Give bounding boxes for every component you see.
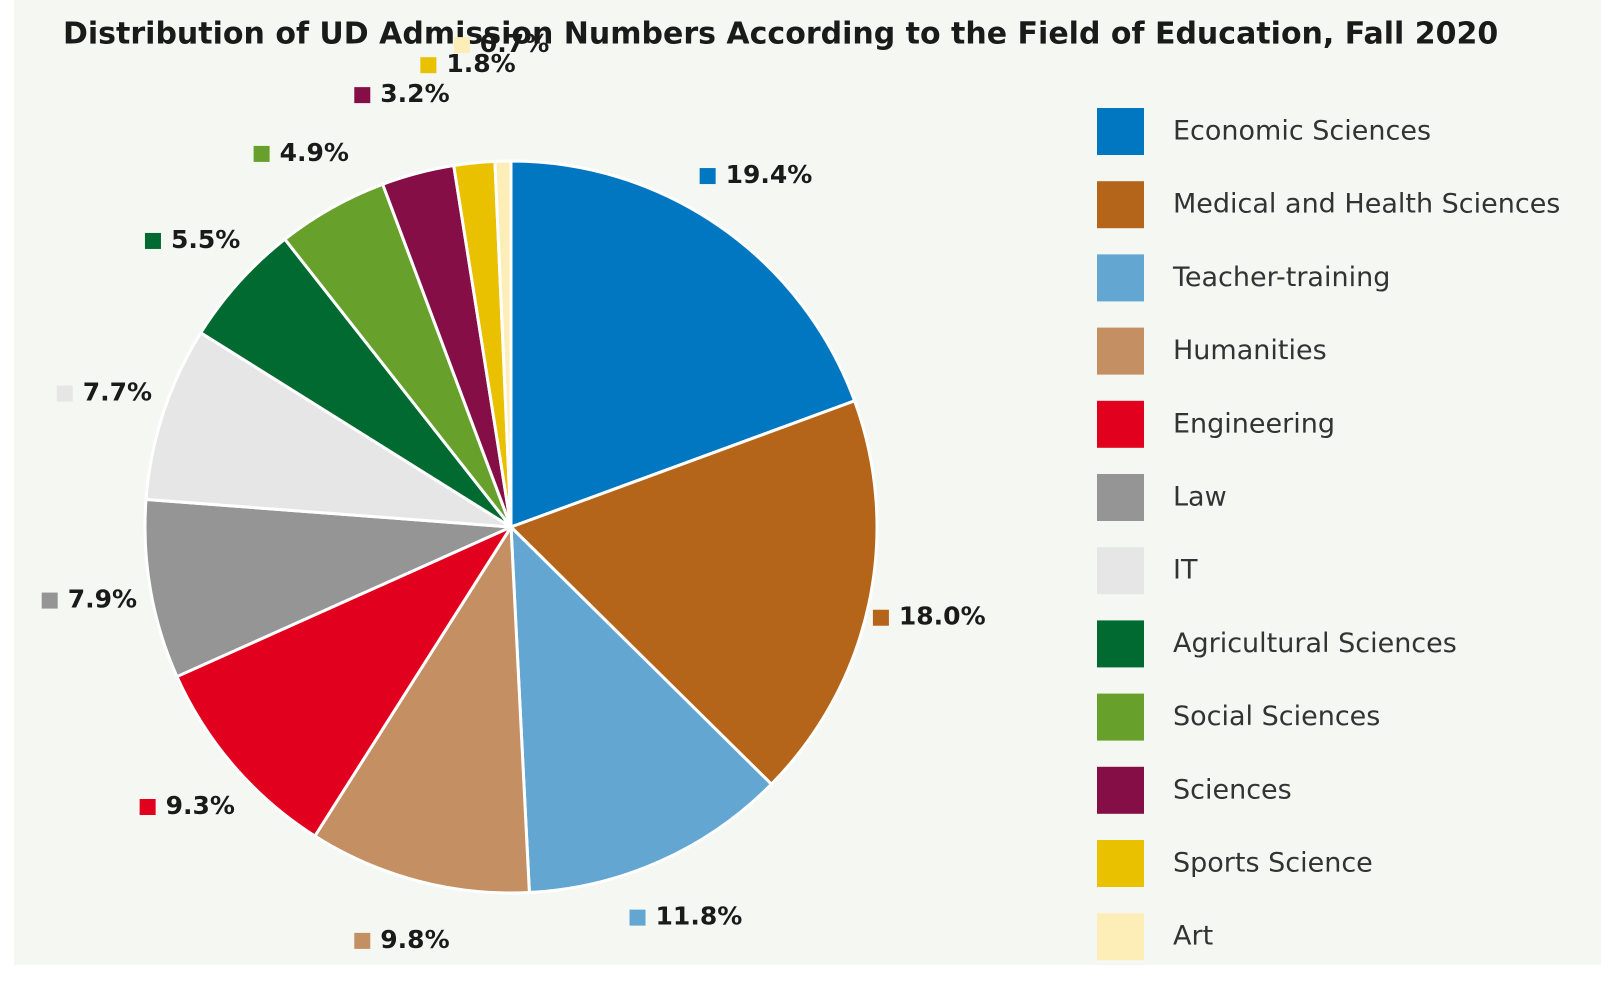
data-label: 11.8%	[656, 902, 743, 931]
label-swatch	[354, 932, 371, 949]
legend-swatch	[1097, 693, 1144, 741]
label-swatch	[56, 385, 73, 402]
legend-label: Medical and Health Sciences	[1173, 189, 1560, 220]
pie-slice	[493, 159, 513, 528]
legend-label: Sports Science	[1173, 848, 1373, 879]
legend-label: Economic Sciences	[1173, 116, 1431, 147]
pie-slice	[144, 330, 512, 529]
label-swatch	[253, 145, 270, 162]
legend-swatch	[1097, 181, 1144, 229]
legend-label: Humanities	[1173, 335, 1327, 366]
legend-label: IT	[1173, 555, 1198, 586]
label-swatch	[139, 799, 156, 816]
legend-swatch	[1097, 108, 1144, 155]
chart-title: Distribution of UD Admission Numbers Acc…	[63, 17, 1498, 52]
data-label: 4.9%	[280, 138, 349, 167]
legend-swatch	[1097, 766, 1144, 814]
data-label: 7.7%	[83, 377, 152, 406]
legend-label: Engineering	[1173, 408, 1335, 439]
label-swatch	[354, 87, 371, 104]
legend-swatch	[1097, 913, 1144, 961]
legend-swatch	[1097, 254, 1144, 302]
data-label: 9.3%	[166, 791, 235, 820]
pie-slice	[143, 497, 512, 679]
label-swatch	[453, 37, 470, 54]
data-label: 5.5%	[171, 225, 240, 254]
label-swatch	[41, 592, 58, 609]
pie-slice	[509, 523, 774, 895]
label-swatch	[699, 168, 716, 185]
label-swatch	[420, 57, 437, 74]
data-label: 1.8%	[446, 49, 515, 78]
pie-slice	[509, 159, 857, 530]
data-label: 7.9%	[68, 585, 137, 614]
legend-label: Social Sciences	[1173, 701, 1380, 732]
data-label: 19.4%	[726, 160, 813, 189]
legend-swatch	[1097, 547, 1144, 595]
legend-swatch	[1097, 474, 1144, 521]
label-swatch	[629, 909, 646, 926]
pie-slice	[508, 398, 879, 787]
pie-slice	[174, 523, 515, 839]
legend-label: Art	[1173, 921, 1213, 952]
data-label: 9.8%	[380, 925, 449, 954]
legend-swatch	[1097, 327, 1144, 375]
legend-label: Law	[1173, 482, 1227, 513]
label-swatch	[872, 609, 889, 626]
legend-label: Agricultural Sciences	[1173, 628, 1457, 659]
legend-swatch	[1097, 840, 1144, 887]
legend-swatch	[1097, 620, 1144, 668]
legend-label: Sciences	[1173, 774, 1292, 805]
data-label: 0.7%	[480, 29, 549, 58]
data-label: 3.2%	[380, 79, 449, 108]
pie-slice	[312, 522, 531, 895]
legend-label: Teacher-training	[1172, 262, 1390, 293]
legend-swatch	[1097, 400, 1144, 448]
data-label: 18.0%	[899, 602, 986, 631]
label-swatch	[144, 232, 161, 249]
